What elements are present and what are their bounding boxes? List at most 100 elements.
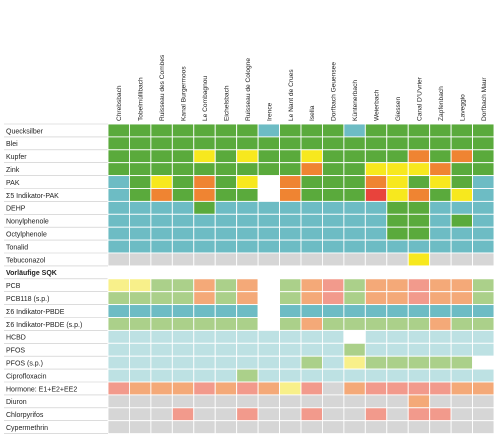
heatmap-cell bbox=[343, 136, 366, 151]
heatmap-cell bbox=[386, 252, 409, 267]
heatmap-cell bbox=[257, 420, 281, 435]
heatmap-cell bbox=[321, 381, 345, 396]
row-label: PAK bbox=[6, 180, 20, 187]
column-label: Ruisseau de Cologne bbox=[245, 58, 252, 121]
heatmap-cell bbox=[343, 381, 366, 396]
heatmap-cell bbox=[343, 355, 366, 370]
heatmap-cell bbox=[128, 329, 152, 344]
heatmap-cell bbox=[150, 239, 173, 254]
heatmap-cell bbox=[107, 175, 130, 189]
heatmap-cell bbox=[257, 342, 281, 357]
heatmap-cell bbox=[343, 291, 366, 306]
heatmap-cell bbox=[193, 226, 216, 241]
column-label: Dorfbach Maur bbox=[481, 77, 488, 121]
heatmap-cell bbox=[236, 149, 259, 164]
heatmap-cell bbox=[257, 123, 281, 138]
heatmap-cell bbox=[193, 329, 216, 344]
heatmap-cell bbox=[300, 188, 323, 202]
heatmap-cell bbox=[472, 407, 495, 422]
heatmap-cell bbox=[171, 226, 195, 241]
heatmap-cell bbox=[279, 149, 302, 164]
heatmap-cell bbox=[429, 368, 452, 383]
heatmap-cell bbox=[300, 213, 323, 228]
heatmap-cell bbox=[279, 317, 302, 331]
heatmap-cell bbox=[236, 239, 259, 254]
heatmap-cell bbox=[386, 136, 409, 151]
heatmap-cell bbox=[429, 252, 452, 267]
heatmap-cell bbox=[386, 239, 409, 254]
heatmap-cell bbox=[236, 278, 259, 293]
column-label: Le Combagnou bbox=[202, 76, 209, 121]
heatmap-cell bbox=[407, 317, 431, 331]
heatmap-cell bbox=[407, 226, 431, 241]
heatmap-cell bbox=[214, 162, 238, 177]
heatmap-cell bbox=[279, 239, 302, 254]
heatmap-cell bbox=[472, 329, 495, 344]
heatmap-cell bbox=[279, 407, 302, 422]
heatmap-cell bbox=[407, 136, 431, 151]
heatmap-cell bbox=[300, 136, 323, 151]
row-label: Diuron bbox=[6, 399, 27, 406]
heatmap-cell bbox=[257, 394, 281, 409]
heatmap-cell bbox=[128, 136, 152, 151]
heatmap-cell bbox=[472, 136, 495, 151]
heatmap-cell bbox=[343, 200, 366, 215]
heatmap-cell bbox=[107, 291, 130, 306]
heatmap-cell bbox=[300, 239, 323, 254]
heatmap-cell bbox=[214, 368, 238, 383]
heatmap-cell bbox=[364, 188, 388, 202]
heatmap-cell bbox=[193, 136, 216, 151]
heatmap-cell bbox=[364, 407, 388, 422]
heatmap-cell bbox=[300, 368, 323, 383]
heatmap-cell bbox=[107, 200, 130, 215]
heatmap-cell bbox=[300, 252, 323, 267]
heatmap-cell bbox=[214, 317, 238, 331]
heatmap-cell bbox=[472, 304, 495, 318]
heatmap-cell bbox=[364, 278, 388, 293]
heatmap-cell bbox=[429, 329, 452, 344]
heatmap-cell bbox=[279, 291, 302, 306]
heatmap-cell bbox=[128, 317, 152, 331]
heatmap-cell bbox=[128, 149, 152, 164]
heatmap-cell bbox=[429, 200, 452, 215]
heatmap-cell bbox=[236, 304, 259, 318]
heatmap-cell bbox=[257, 317, 281, 331]
heatmap-cell bbox=[128, 381, 152, 396]
heatmap-cell bbox=[407, 200, 431, 215]
heatmap-cell bbox=[107, 329, 130, 344]
heatmap-cell bbox=[214, 329, 238, 344]
heatmap-cell bbox=[236, 123, 259, 138]
heatmap-cell bbox=[407, 239, 431, 254]
heatmap-cell bbox=[407, 304, 431, 318]
heatmap-cell bbox=[300, 342, 323, 357]
heatmap-cell bbox=[343, 329, 366, 344]
heatmap-cell bbox=[429, 317, 452, 331]
heatmap-cell bbox=[107, 342, 130, 357]
heatmap-cell bbox=[171, 252, 195, 267]
heatmap-cell bbox=[450, 213, 474, 228]
heatmap-cell bbox=[343, 317, 366, 331]
heatmap-cell bbox=[236, 252, 259, 267]
heatmap-cell bbox=[257, 278, 281, 293]
heatmap-cell bbox=[257, 252, 281, 267]
heatmap-cell bbox=[171, 123, 195, 138]
heatmap-cell bbox=[193, 239, 216, 254]
heatmap-cell bbox=[386, 381, 409, 396]
row-label: PFOS (s.p.) bbox=[6, 361, 43, 368]
heatmap-cell bbox=[279, 278, 302, 293]
heatmap-cell bbox=[450, 188, 474, 202]
column-label: Küntenerbach bbox=[352, 80, 359, 121]
heatmap-cell bbox=[450, 394, 474, 409]
heatmap-cell bbox=[429, 149, 452, 164]
heatmap-cell bbox=[150, 123, 173, 138]
heatmap-cell bbox=[472, 342, 495, 357]
row-label: PFOS bbox=[6, 348, 25, 355]
heatmap-cell bbox=[450, 252, 474, 267]
heatmap-cell bbox=[343, 394, 366, 409]
heatmap-cell bbox=[150, 252, 173, 267]
column-label: Tobelmüllibach bbox=[138, 77, 145, 121]
heatmap-cell bbox=[193, 213, 216, 228]
row-label: Nonylphenole bbox=[6, 219, 49, 226]
heatmap-cell bbox=[171, 136, 195, 151]
heatmap-cell bbox=[450, 304, 474, 318]
